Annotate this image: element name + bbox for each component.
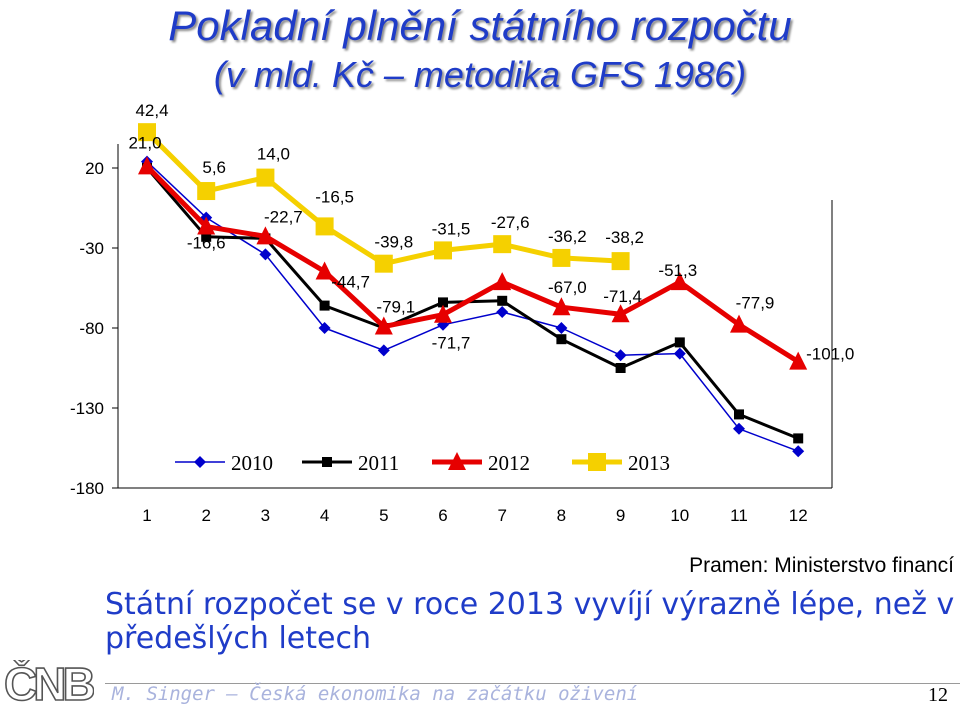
point-2011 [438, 297, 448, 308]
point-2012 [552, 297, 571, 316]
x-tick-label: 9 [616, 506, 625, 525]
conclusion-text: Státní rozpočet se v roce 2013 vyvíjí vý… [105, 587, 955, 656]
point-2010 [673, 347, 686, 360]
series-line-2012 [145, 164, 800, 364]
data-label: -39,8 [374, 233, 413, 252]
svg-text:ČNB: ČNB [4, 660, 94, 706]
data-label: -77,9 [736, 294, 775, 313]
point-2012 [138, 156, 156, 175]
data-label: -16,5 [315, 187, 354, 206]
data-label: -67,0 [548, 278, 587, 297]
footer-divider [105, 683, 960, 684]
point-2012 [315, 261, 334, 280]
point-2010 [377, 344, 390, 357]
data-label: -101,0 [806, 345, 854, 364]
x-tick-label: 5 [379, 506, 388, 525]
point-2011 [734, 409, 744, 420]
point-2013 [197, 182, 216, 201]
legend-marker-2013 [588, 453, 606, 471]
data-label: 14,0 [257, 145, 290, 164]
x-tick-label: 4 [320, 506, 329, 525]
legend-label: 2010 [231, 451, 273, 475]
data-label: 5,6 [202, 158, 226, 177]
legend-marker-2010 [194, 456, 206, 468]
series-line-2010 [146, 161, 799, 452]
x-tick-label: 3 [261, 506, 270, 525]
x-tick-label: 11 [730, 506, 748, 525]
legend-marker-2012 [448, 452, 466, 470]
data-label: -27,6 [491, 213, 530, 232]
y-tick-label: 20 [85, 159, 104, 178]
x-tick-label: 1 [142, 506, 151, 525]
legend-marker-2011 [322, 457, 332, 467]
point-2011 [793, 433, 804, 444]
point-2012 [670, 272, 689, 291]
point-2011 [556, 334, 567, 345]
point-2011 [319, 300, 330, 311]
data-label: 21,0 [128, 133, 161, 152]
data-label: -31,5 [432, 219, 471, 238]
y-tick-label: -30 [79, 239, 104, 258]
data-label: 42,4 [135, 101, 168, 120]
point-2013 [315, 217, 334, 236]
legend-label: 2012 [488, 451, 530, 475]
cnb-logo: ČNB [3, 660, 94, 706]
data-label: -16,6 [187, 234, 226, 253]
point-2013 [138, 123, 156, 142]
point-2012 [730, 314, 748, 333]
legend-label: 2011 [358, 451, 399, 475]
point-2012 [256, 226, 275, 245]
series-line-2011 [145, 167, 799, 440]
point-2013 [374, 254, 393, 273]
point-2010 [496, 306, 509, 318]
data-label: -36,2 [548, 227, 587, 246]
point-2010 [614, 349, 627, 362]
point-2010 [318, 322, 331, 334]
x-tick-label: 6 [438, 506, 447, 525]
point-2013 [493, 235, 512, 254]
point-2011 [497, 295, 508, 306]
data-label: -71,7 [432, 334, 471, 353]
data-label: -22,7 [264, 207, 303, 226]
point-2012 [789, 351, 808, 370]
point-2010 [733, 422, 745, 435]
point-2010 [792, 445, 805, 458]
point-2011 [674, 337, 685, 348]
point-2010 [259, 248, 272, 261]
point-2011 [201, 231, 212, 242]
data-label: -79,1 [376, 298, 415, 317]
data-label: -44,7 [331, 273, 370, 292]
slide-subtitle: (v mld. Kč – metodika GFS 1986) [213, 54, 747, 95]
point-2010 [555, 322, 568, 334]
slide-title: Pokladní plnění státního rozpočtu [168, 2, 792, 49]
source-note: Pramen: Ministerstvo financí [689, 554, 954, 577]
x-tick-label: 10 [670, 506, 689, 525]
point-2013 [434, 241, 452, 260]
point-2012 [434, 304, 452, 323]
x-tick-label: 12 [789, 506, 808, 525]
point-2013 [611, 252, 630, 271]
footer-text: M. Singer – Česká ekonomika na začátku o… [112, 683, 639, 705]
data-label: -71,4 [603, 287, 642, 306]
x-tick-label: 7 [497, 506, 506, 525]
point-2011 [615, 363, 626, 373]
x-tick-label: 8 [557, 506, 566, 525]
page-number: 12 [928, 684, 948, 706]
y-tick-label: -180 [70, 479, 104, 498]
x-tick-label: 2 [201, 506, 210, 525]
point-2012 [611, 304, 630, 323]
point-2013 [552, 248, 571, 267]
data-label: -51,3 [658, 261, 697, 280]
point-2012 [197, 216, 216, 235]
point-2013 [256, 168, 275, 187]
data-label: -38,2 [605, 228, 644, 247]
point-2012 [493, 272, 512, 291]
legend-label: 2013 [628, 451, 670, 475]
y-tick-label: -80 [79, 319, 104, 338]
point-2012 [374, 316, 393, 335]
y-tick-label: -130 [70, 399, 104, 418]
